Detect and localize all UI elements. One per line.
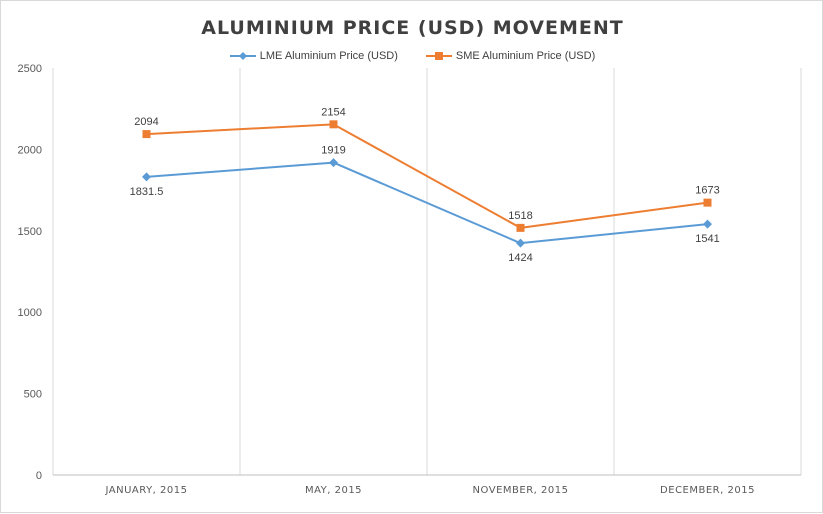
data-label: 1673: [695, 185, 719, 197]
y-tick-label: 500: [24, 389, 42, 401]
y-tick-label: 1500: [18, 226, 42, 238]
y-tick-label: 1000: [18, 307, 42, 319]
x-tick-label: JANUARY, 2015: [105, 485, 188, 496]
data-label: 2154: [321, 106, 345, 118]
data-point-marker: [142, 172, 151, 182]
y-tick-label: 0: [36, 470, 42, 482]
legend: LME Aluminium Price (USD) SME Aluminium …: [1, 50, 823, 62]
y-tick-label: 2500: [18, 63, 42, 75]
data-label: 1424: [508, 252, 532, 264]
data-point-marker: [329, 158, 338, 168]
data-label: 1518: [508, 210, 532, 222]
legend-item-lme: LME Aluminium Price (USD): [229, 50, 398, 62]
data-point-marker: [703, 198, 712, 207]
data-point-marker: [142, 130, 151, 139]
x-tick-label: MAY, 2015: [305, 485, 362, 496]
legend-item-sme: SME Aluminium Price (USD): [425, 50, 596, 62]
data-label: 1541: [695, 233, 719, 245]
chart-title: ALUMINIUM PRICE (USD) MOVEMENT: [201, 17, 624, 39]
series-line-lme: [146, 161, 708, 245]
x-tick-label: NOVEMBER, 2015: [473, 485, 569, 496]
y-tick-label: 2000: [18, 144, 42, 156]
data-label: 2094: [134, 116, 158, 128]
data-point-marker: [516, 223, 525, 232]
lme-legend-marker-icon: [229, 52, 256, 60]
data-label: 1919: [321, 145, 345, 157]
data-label: 1831.5: [130, 186, 164, 198]
x-tick-label: DECEMBER, 2015: [660, 485, 755, 496]
sme-legend-marker-icon: [425, 52, 452, 60]
series-line-sme: [146, 123, 708, 229]
data-point-marker: [329, 120, 338, 129]
legend-label-lme: LME Aluminium Price (USD): [259, 50, 398, 62]
data-point-marker: [516, 238, 525, 248]
legend-label-sme: SME Aluminium Price (USD): [455, 50, 596, 62]
data-point-marker: [703, 219, 712, 229]
